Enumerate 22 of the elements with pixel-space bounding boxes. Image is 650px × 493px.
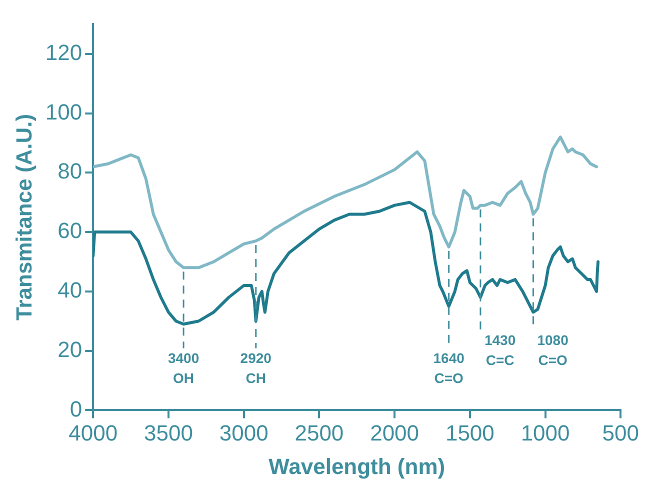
x-tick-label: 1000 — [520, 420, 570, 446]
x-tick-label: 500 — [602, 420, 640, 446]
y-tick-label: 0 — [70, 396, 82, 422]
x-tick-label: 2000 — [370, 420, 420, 446]
y-tick-label: 20 — [58, 336, 82, 362]
x-tick-label: 1500 — [445, 420, 494, 446]
y-axis-title: Transmitance (A.U.) — [11, 114, 36, 321]
ref-line-label: 2920 CH — [240, 350, 272, 386]
y-tick-label: 80 — [58, 158, 82, 184]
x-axis-title: Wavelength (nm) — [268, 454, 446, 479]
y-tick-label: 120 — [45, 40, 82, 65]
ref-line-label: 1080 C=O — [537, 332, 569, 368]
x-tick-label: 3500 — [144, 420, 193, 446]
x-tick-label: 4000 — [68, 420, 118, 446]
y-tick-label: 100 — [45, 99, 82, 124]
ref-line-label: 1640 C=O — [433, 350, 465, 386]
y-tick-label: 40 — [58, 277, 82, 302]
y-tick-label: 60 — [58, 218, 82, 244]
x-tick-label: 2500 — [294, 420, 344, 446]
ref-line-label: 1430 C=C — [484, 332, 516, 368]
ref-line-label: 3400 OH — [168, 350, 200, 386]
x-tick-label: 3000 — [219, 420, 268, 446]
